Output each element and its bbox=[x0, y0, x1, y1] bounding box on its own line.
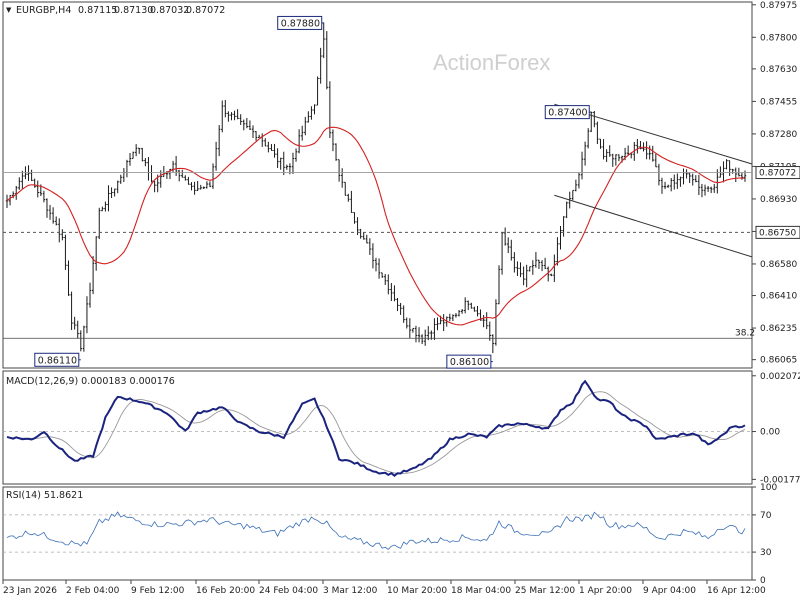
time-tick-label: 3 Mar 12:00 bbox=[323, 586, 378, 596]
ohlc-high: 0.87130 bbox=[114, 5, 153, 16]
level-price-box-label: 0.86750 bbox=[759, 228, 796, 238]
time-tick-label: 9 Apr 04:00 bbox=[643, 586, 696, 596]
price-tick-label: 0.87630 bbox=[760, 65, 797, 75]
macd-label: MACD(12,26,9) 0.000183 0.000176 bbox=[6, 376, 175, 387]
ohlc-open: 0.87115 bbox=[78, 5, 117, 16]
price-tick-label: 0.87975 bbox=[760, 1, 797, 11]
chart-title: EURGBP,H4 bbox=[16, 5, 71, 16]
macd-panel[interactable] bbox=[3, 379, 752, 477]
channel-lower-line bbox=[554, 194, 753, 258]
time-tick-label: 16 Apr 12:00 bbox=[707, 586, 766, 596]
macd-tick-label: 0.00 bbox=[760, 428, 780, 438]
rsi-tick-label: 100 bbox=[760, 483, 777, 493]
last-price-box bbox=[755, 166, 800, 180]
level-price-box bbox=[755, 225, 800, 239]
watermark-label: ActionForex bbox=[433, 50, 550, 75]
macd-signal-line bbox=[6, 391, 746, 474]
time-tick-label: 2 Feb 04:00 bbox=[66, 586, 120, 596]
time-tick-label: 23 Jan 2026 bbox=[3, 586, 57, 596]
rsi-tick-label: 70 bbox=[760, 511, 772, 521]
time-tick-label: 25 Mar 12:00 bbox=[515, 586, 575, 596]
price-tick-label: 0.87800 bbox=[760, 33, 797, 43]
chart-header: ▼ EURGBP,H4 0.87115 0.87130 0.87032 0.87… bbox=[6, 5, 225, 16]
panel-frame-0 bbox=[2, 1, 753, 369]
rsi-label: RSI(14) 51.8621 bbox=[6, 490, 83, 501]
time-tick-label: 24 Feb 04:00 bbox=[259, 586, 318, 596]
rsi-line bbox=[6, 511, 746, 550]
moving-average-line bbox=[6, 126, 746, 326]
price-tick-label: 0.86580 bbox=[760, 260, 797, 270]
annotation-label: 0.86100 bbox=[450, 357, 489, 368]
fib-level-label: 38.2 bbox=[735, 328, 755, 338]
time-tick-label: 9 Feb 12:00 bbox=[131, 586, 185, 596]
rsi-tick-label: 30 bbox=[760, 548, 772, 558]
time-tick-label: 16 Feb 20:00 bbox=[196, 586, 255, 596]
price-tick-label: 0.87280 bbox=[760, 130, 797, 140]
annotation-box bbox=[34, 352, 80, 367]
price-tick-label: 0.86410 bbox=[760, 292, 797, 302]
panel-frame-1 bbox=[2, 370, 753, 485]
macd-tick-label: 0.002072 bbox=[760, 372, 800, 382]
rsi-panel[interactable] bbox=[3, 511, 752, 553]
ohlc-close: 0.87072 bbox=[186, 5, 225, 16]
price-tick-label: 0.86065 bbox=[760, 356, 797, 366]
annotation-label: 0.87400 bbox=[548, 108, 587, 119]
macd-line bbox=[6, 379, 746, 477]
price-tick-label: 0.86930 bbox=[760, 195, 797, 205]
last-price-box-label: 0.87072 bbox=[759, 169, 796, 179]
price-panel[interactable]: 38.2 0.87880 0.87400 0.86110 0.86100 bbox=[3, 15, 755, 369]
price-tick-label: 0.86235 bbox=[760, 324, 797, 334]
annotation-box bbox=[446, 354, 492, 369]
panel-frames bbox=[2, 1, 753, 581]
time-tick-label: 18 Mar 04:00 bbox=[451, 586, 511, 596]
annotation-box bbox=[277, 15, 323, 30]
price-tick-label: 0.87455 bbox=[760, 97, 797, 107]
ohlc-low: 0.87032 bbox=[150, 5, 189, 16]
time-tick-label: 1 Apr 20:00 bbox=[579, 586, 632, 596]
macd-tick-label: -0.001778 bbox=[760, 475, 800, 485]
annotation-box bbox=[544, 105, 590, 120]
panel-frame-2 bbox=[2, 486, 753, 581]
dropdown-icon: ▼ bbox=[6, 6, 12, 14]
time-tick-label: 10 Mar 20:00 bbox=[387, 586, 447, 596]
annotation-label: 0.86110 bbox=[38, 355, 77, 366]
annotation-label: 0.87880 bbox=[281, 18, 320, 29]
rsi-tick-label: 0 bbox=[760, 576, 766, 586]
